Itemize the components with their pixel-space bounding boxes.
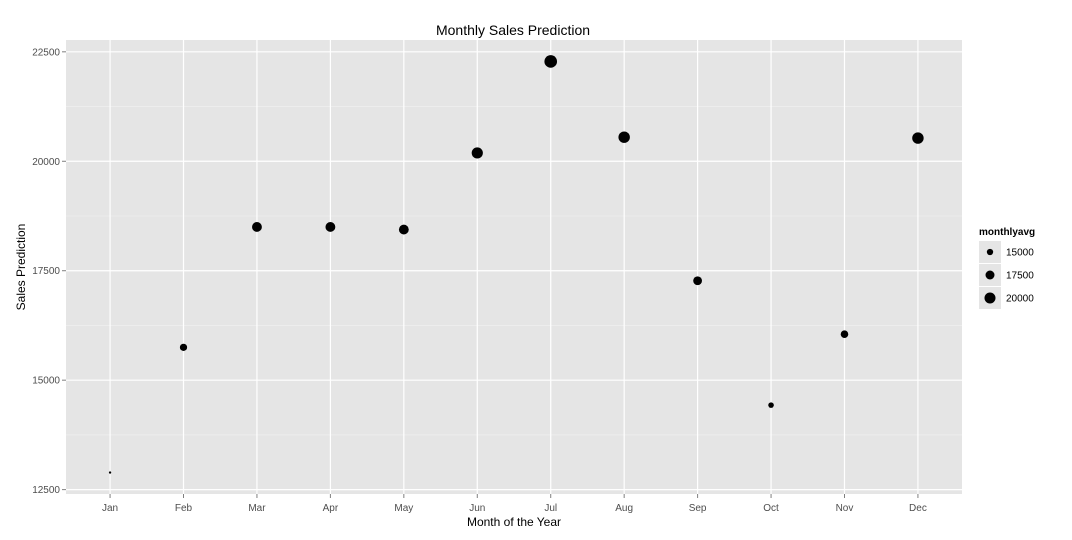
legend-label: 20000 bbox=[1006, 294, 1034, 305]
x-tick-label: Mar bbox=[248, 503, 266, 514]
data-point bbox=[398, 224, 409, 235]
x-tick-label: Apr bbox=[323, 503, 339, 514]
data-points bbox=[108, 55, 924, 474]
y-tick-label: 17500 bbox=[32, 266, 60, 277]
legend-key-point bbox=[986, 248, 994, 256]
y-tick-label: 12500 bbox=[32, 485, 60, 496]
x-tick-label: Sep bbox=[689, 503, 707, 514]
x-tick-label: Oct bbox=[763, 503, 779, 514]
x-tick-label: Dec bbox=[909, 503, 927, 514]
x-tick-label: Nov bbox=[836, 503, 854, 514]
legend-key-point bbox=[985, 270, 995, 280]
chart-title: Monthly Sales Prediction bbox=[436, 22, 590, 38]
x-tick-label: Jan bbox=[102, 503, 118, 514]
x-axis: Jan Feb Mar Apr May Jun Jul Aug Sep Oct Nov Dec bbox=[102, 494, 927, 514]
plot-panel bbox=[66, 40, 962, 494]
x-tick-label: Aug bbox=[615, 503, 633, 514]
major-gridlines bbox=[66, 40, 962, 494]
data-point bbox=[693, 276, 702, 286]
data-point bbox=[179, 343, 188, 351]
legend-label: 15000 bbox=[1006, 248, 1034, 259]
y-tick-label: 20000 bbox=[32, 157, 60, 168]
y-tick-label: 15000 bbox=[32, 376, 60, 387]
data-point bbox=[768, 402, 774, 408]
data-point bbox=[840, 330, 849, 338]
x-tick-label: Jul bbox=[544, 503, 557, 514]
x-tick-label: May bbox=[394, 503, 413, 514]
data-point bbox=[252, 222, 262, 232]
data-point bbox=[618, 131, 630, 143]
legend-title: monthlyavg bbox=[979, 227, 1035, 238]
x-tick-label: Feb bbox=[175, 503, 193, 514]
y-axis: 12500 15000 17500 20000 22500 bbox=[32, 47, 66, 496]
x-axis-title: Month of the Year bbox=[467, 515, 561, 529]
x-tick-label: Jun bbox=[469, 503, 485, 514]
legend-key-point bbox=[984, 292, 996, 304]
data-point bbox=[544, 55, 558, 68]
data-point bbox=[912, 132, 924, 144]
legend-label: 17500 bbox=[1006, 271, 1034, 282]
data-point bbox=[325, 222, 336, 232]
y-tick-label: 22500 bbox=[32, 47, 60, 58]
minor-gridlines bbox=[66, 106, 962, 436]
data-point bbox=[471, 147, 483, 159]
legend: monthlyavg 15000 17500 20000 bbox=[979, 227, 1035, 309]
data-point bbox=[108, 471, 112, 474]
y-axis-title: Sales Prediction bbox=[14, 224, 28, 311]
